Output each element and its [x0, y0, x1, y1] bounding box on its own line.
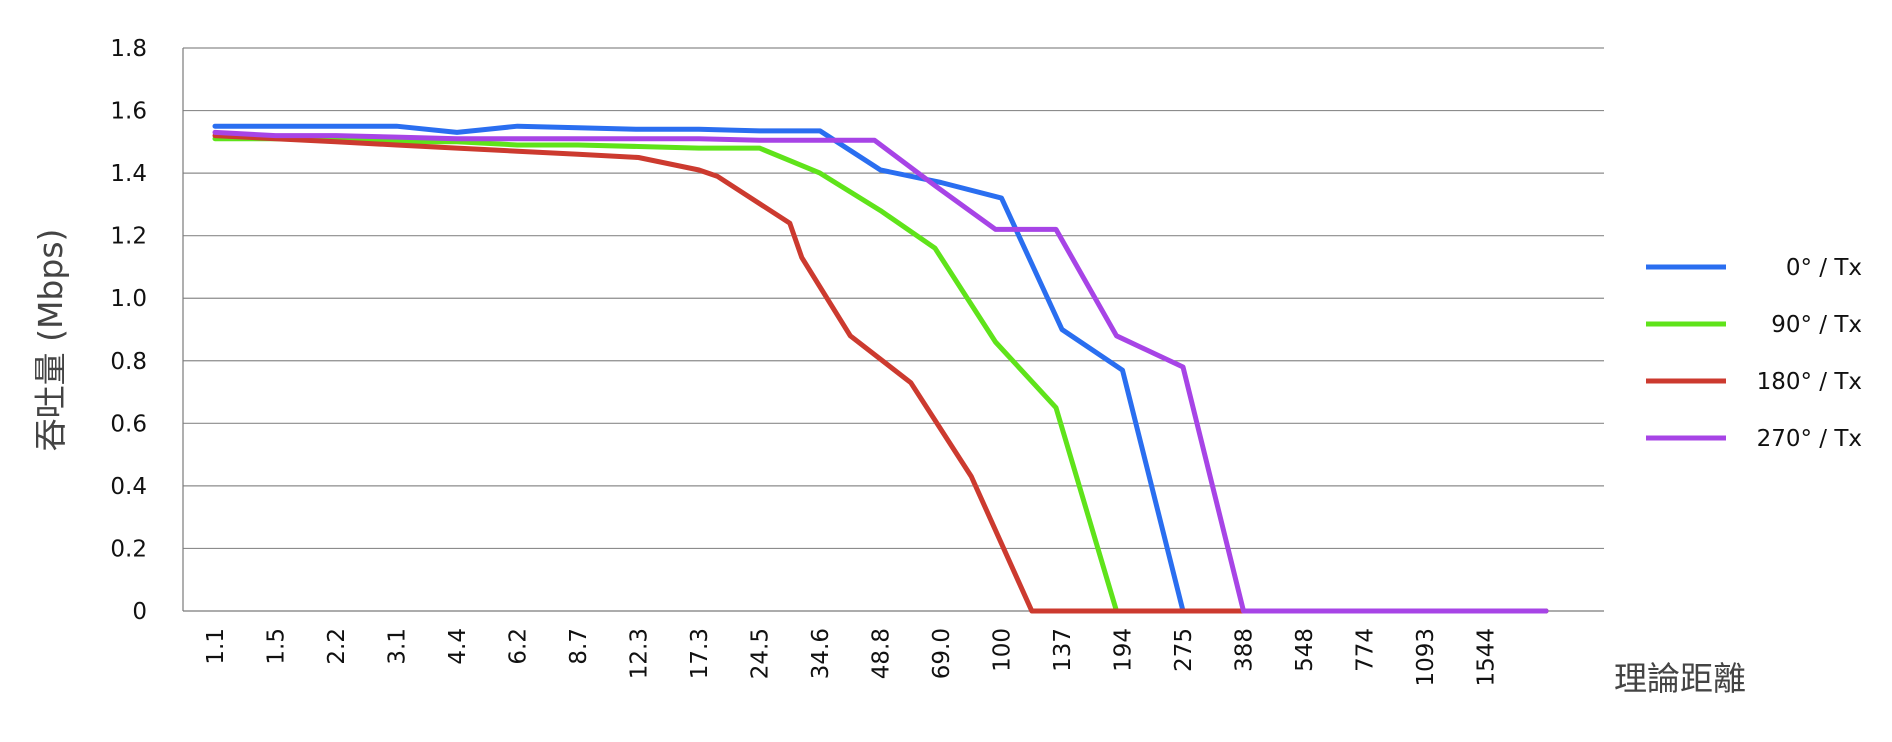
- x-tick-label: 3.1: [385, 628, 411, 665]
- series-lines: [212, 123, 1549, 614]
- x-tick-label: 100: [990, 628, 1016, 672]
- y-tick-label: 1.8: [110, 36, 147, 62]
- y-tick-label: 1.2: [110, 224, 147, 250]
- x-tick-label: 8.7: [566, 628, 592, 665]
- x-tick-label: 548: [1292, 628, 1318, 672]
- legend-label: 180° / Tx: [1757, 369, 1862, 395]
- y-tick-label: 1.0: [110, 286, 147, 312]
- x-tick-label: 388: [1232, 628, 1258, 672]
- x-tick-label: 774: [1353, 628, 1379, 672]
- x-tick-label: 48.8: [869, 628, 895, 679]
- x-tick-label: 1544: [1474, 628, 1500, 687]
- y-tick-label: 1.6: [110, 99, 147, 125]
- y-tick-label: 0.8: [110, 349, 147, 375]
- y-tick-label: 0: [132, 599, 147, 625]
- x-tick-label: 194: [1111, 628, 1137, 672]
- legend: 0° / Tx 90° / Tx 180° / Tx 270° / Tx: [1646, 255, 1862, 452]
- x-tick-label: 34.6: [808, 628, 834, 679]
- y-tick-label: 0.4: [110, 474, 147, 500]
- x-tick-label: 1.1: [203, 628, 229, 665]
- series-line-0: [212, 123, 1549, 614]
- legend-label: 90° / Tx: [1771, 312, 1862, 338]
- x-tick-label: 6.2: [506, 628, 532, 665]
- x-tick-label: 2.2: [324, 628, 350, 665]
- y-axis-title: 吞吐量 (Mbps): [31, 229, 70, 452]
- x-axis-title: 理論距離: [1614, 659, 1746, 698]
- grid: [182, 47, 1604, 612]
- y-tick-label: 1.4: [110, 161, 147, 187]
- x-tick-label: 4.4: [445, 628, 471, 665]
- x-tick-label: 1093: [1413, 628, 1439, 687]
- x-tick-label: 137: [1050, 628, 1076, 672]
- series-line-1: [212, 136, 1549, 614]
- x-tick-label: 1.5: [264, 628, 290, 665]
- x-tick-label: 17.3: [687, 628, 713, 679]
- series-line-3: [212, 129, 1549, 614]
- y-tick-label: 0.2: [110, 536, 147, 562]
- legend-label: 0° / Tx: [1786, 255, 1862, 281]
- y-tick-label: 0.6: [110, 411, 147, 437]
- x-axis-ticks: 1.1 1.5 2.2 3.1 4.4 6.2 8.7 12.3 17.3 24.5 34.6 48.…: [203, 628, 1500, 687]
- y-axis-ticks: 0 0.2 0.4 0.6 0.8 1.0 1.2 1.4 1.6 1.8: [110, 36, 147, 625]
- x-tick-label: 24.5: [748, 628, 774, 679]
- legend-label: 270° / Tx: [1757, 426, 1862, 452]
- x-tick-label: 12.3: [627, 628, 653, 679]
- series-line-2: [212, 133, 1549, 614]
- x-tick-label: 275: [1171, 628, 1197, 672]
- x-tick-label: 69.0: [929, 628, 955, 679]
